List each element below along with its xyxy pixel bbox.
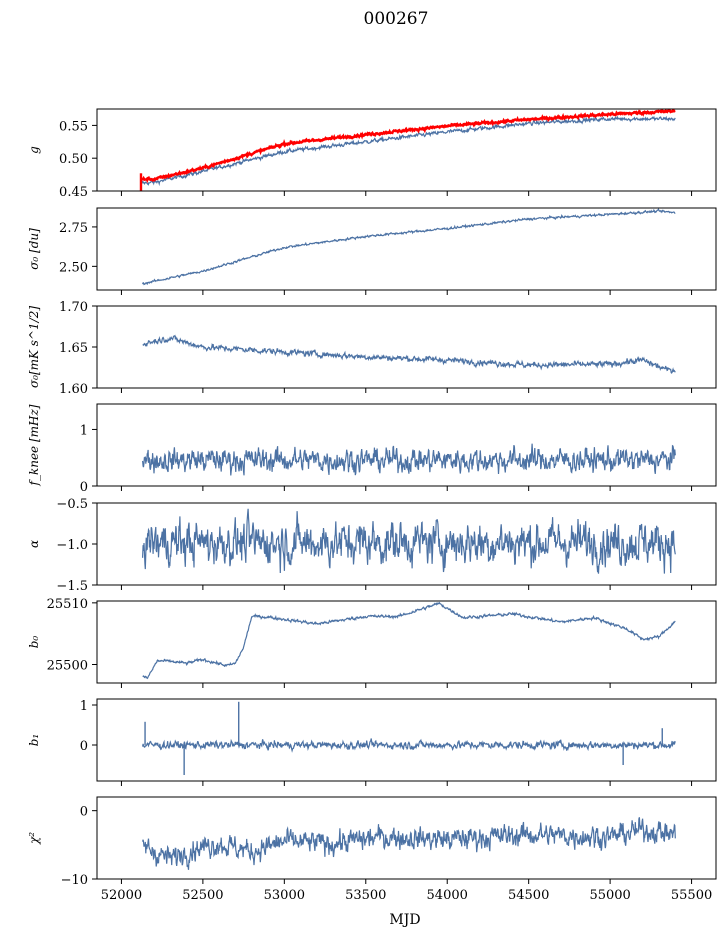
y-axis-label-fknee: f_knee [mHz]	[27, 404, 41, 486]
panel-sigma0_du: 2.50 2.75 σ₀ [du]	[27, 207, 717, 295]
y-axis-label-b0: b₀	[27, 636, 41, 649]
plot-area-sigma0_du	[142, 208, 676, 286]
y-axis-label-chi2: χ²	[27, 832, 41, 845]
y-tick-label-b1-1: 1	[80, 699, 88, 714]
plot-area-alpha	[142, 508, 676, 574]
x-tick-label-0: 52000	[101, 888, 142, 903]
y-tick-label-g-0: 0.45	[59, 185, 88, 200]
x-tick-label-4: 54000	[427, 888, 468, 903]
x-tick-label-5: 54500	[508, 888, 549, 903]
y-tick-label-fknee-1: 1	[80, 423, 88, 438]
panel-b0: 25500 25510 b₀	[27, 597, 717, 688]
axes-frame-chi2	[96, 796, 717, 880]
figure-title: 000267	[364, 9, 429, 29]
y-tick-label-chi2-1: 0	[80, 805, 88, 820]
panel-sigma0_mK: 1.60 1.65 1.70 σ₀[mK s^1/2]	[27, 300, 717, 397]
axes-frame-fknee	[96, 403, 717, 487]
plot-area-chi2	[142, 817, 676, 870]
panel-chi2: −10 0 52000 52500 53000 53500 54000 54500 55000 5…	[27, 796, 717, 903]
plot-area-b0	[142, 601, 676, 680]
plot-area-sigma0_mK	[142, 334, 676, 374]
panel-b1: 0 1 b₁	[27, 698, 717, 786]
y-tick-label-sigma0_du-1: 2.75	[59, 221, 88, 236]
series-line-g-0	[140, 115, 676, 187]
axes-frame-sigma0_mK	[96, 305, 717, 389]
axes-frame-sigma0_du	[96, 207, 717, 291]
panels: 0.45 0.50 0.55 g 2.50 2.75 σ₀ [du] 1.60 1.65 1.70…	[27, 108, 717, 903]
series-line-g-1	[140, 109, 676, 184]
panel-fknee: 0 1 f_knee [mHz]	[27, 403, 717, 495]
axes-frame-b1	[96, 698, 717, 782]
x-tick-label-6: 55000	[589, 888, 630, 903]
y-tick-label-alpha-1: −1.0	[56, 538, 88, 553]
y-tick-label-b0-0: 25500	[47, 659, 88, 674]
plot-area-fknee	[142, 443, 676, 476]
y-tick-label-g-1: 0.50	[59, 152, 88, 167]
y-tick-label-sigma0_mK-0: 1.60	[59, 382, 88, 397]
x-tick-label-7: 55500	[671, 888, 712, 903]
axes-frame-b0	[96, 600, 717, 684]
y-tick-label-b0-1: 25510	[47, 597, 88, 612]
y-axis-label-sigma0_mK: σ₀[mK s^1/2]	[27, 306, 41, 388]
y-tick-label-g-2: 0.55	[59, 119, 88, 134]
x-tick-label-1: 52500	[182, 888, 223, 903]
y-tick-label-b1-0: 0	[80, 739, 88, 754]
x-tick-label-3: 53500	[345, 888, 386, 903]
y-axis-label-g: g	[27, 146, 41, 154]
y-tick-label-alpha-2: −0.5	[56, 497, 88, 512]
y-axis-label-sigma0_du: σ₀ [du]	[27, 228, 41, 270]
series-line-fknee-0	[142, 443, 676, 476]
plot-area-g	[139, 109, 676, 191]
series-line-sigma0_du-0	[142, 208, 676, 286]
series-line-b1-0	[142, 738, 676, 753]
y-axis-label-alpha: α	[27, 540, 41, 548]
plot-area-b1	[142, 701, 676, 775]
panel-alpha: −1.5 −1.0 −0.5 α	[27, 497, 717, 594]
y-tick-label-chi2-0: −10	[61, 873, 88, 888]
y-tick-label-fknee-0: 0	[80, 480, 88, 495]
y-tick-label-sigma0_du-0: 2.50	[59, 260, 88, 275]
series-line-alpha-0	[142, 508, 676, 574]
y-tick-label-sigma0_mK-2: 1.70	[59, 300, 88, 315]
y-tick-label-alpha-0: −1.5	[56, 579, 88, 594]
series-line-chi2-0	[142, 817, 676, 870]
y-tick-label-sigma0_mK-1: 1.65	[59, 341, 88, 356]
series-line-b0-0	[142, 601, 676, 680]
panel-g: 0.45 0.50 0.55 g	[27, 108, 717, 200]
x-axis-label: MJD	[389, 912, 420, 928]
x-tick-label-2: 53000	[264, 888, 305, 903]
y-axis-label-b1: b₁	[27, 734, 41, 747]
axes-frame-g	[96, 108, 717, 192]
series-line-sigma0_mK-0	[142, 334, 676, 374]
